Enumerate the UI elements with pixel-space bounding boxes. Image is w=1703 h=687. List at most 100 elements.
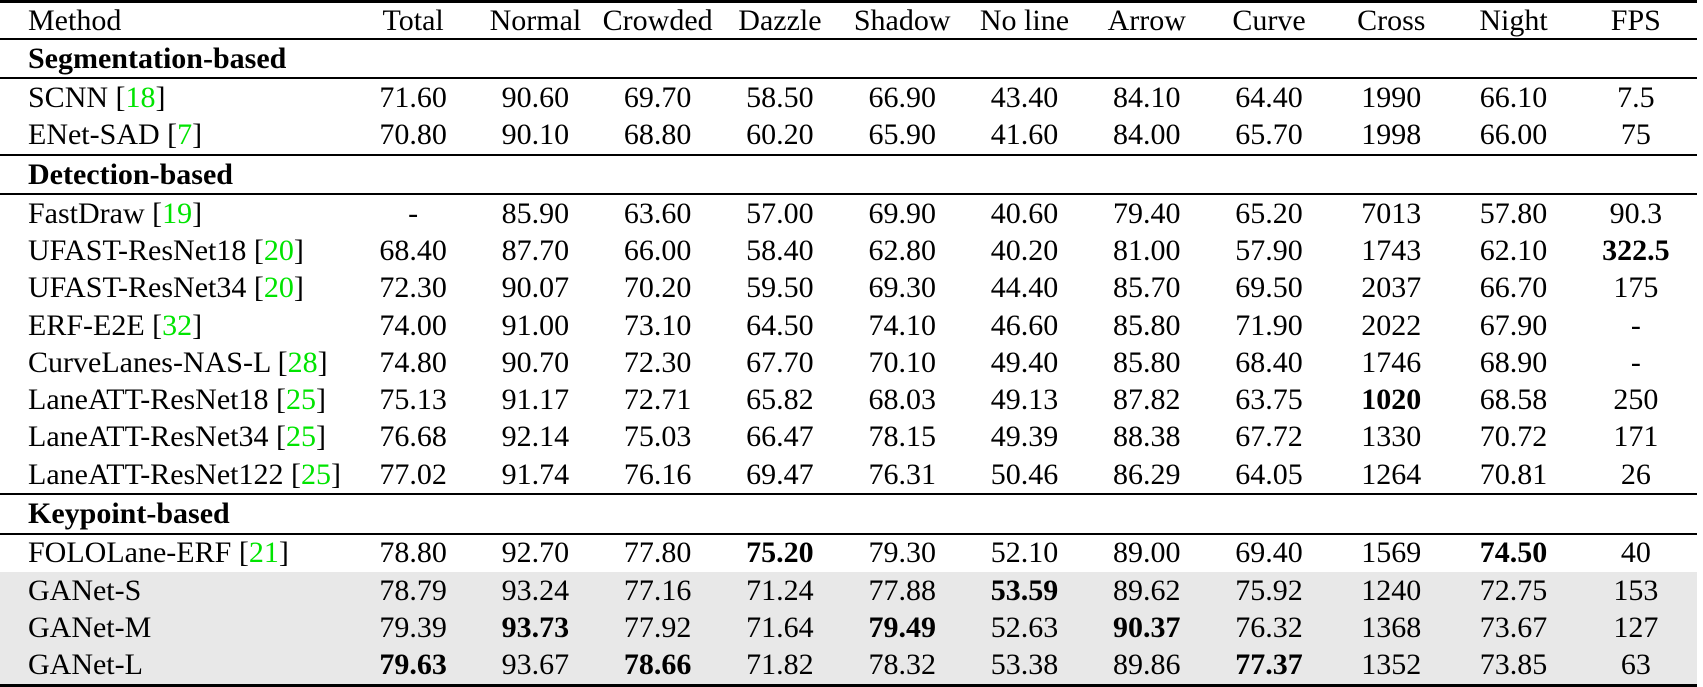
metric-cell-normal: 91.74 <box>501 457 570 491</box>
metric-cell-curve: 69.40 <box>1235 536 1303 570</box>
citation-ref: 19 <box>162 196 193 230</box>
metric-cell-cross: 1330 <box>1361 420 1422 454</box>
metric-cell-total: 74.00 <box>379 308 447 342</box>
metric-cell-fps: - <box>1630 345 1641 379</box>
metric-cell-shadow: 70.10 <box>868 345 936 379</box>
metric-cell-curve: 64.05 <box>1235 457 1303 491</box>
metric-cell-dazzle: 64.50 <box>746 308 814 342</box>
metric-cell-cross: 1569 <box>1361 536 1422 570</box>
metric-cell-fps: 7.5 <box>1617 80 1655 114</box>
method-name: GANet-M <box>28 610 152 644</box>
section-header-label: Detection-based <box>0 153 1697 196</box>
metric-cell-shadow: 65.90 <box>868 118 936 152</box>
metric-cell-night: 68.90 <box>1479 345 1548 379</box>
method-row: UFAST-ResNet18 [20] 68.40 87.70 66.00 58.40 6… <box>0 232 1697 269</box>
citation-ref: 32 <box>162 308 193 342</box>
column-header-shadow: Shadow <box>841 1 964 40</box>
metric-cell-night: 67.90 <box>1479 308 1548 342</box>
metric-cell-crowded: 76.16 <box>623 457 692 491</box>
metric-cell-cross: 1240 <box>1330 571 1453 610</box>
metric-cell-dazzle: 71.82 <box>718 646 842 686</box>
metric-cell-normal: 91.00 <box>501 308 570 342</box>
metric-cell-arrow: 85.80 <box>1112 308 1181 342</box>
metric-cell-cross: 1020 <box>1361 383 1422 417</box>
metric-cell-fps: 175 <box>1613 271 1659 305</box>
metric-cell-total: 77.02 <box>379 457 447 491</box>
citation-ref: 25 <box>286 383 316 417</box>
metric-cell-arrow: 87.82 <box>1112 383 1181 417</box>
metric-cell-normal: 92.14 <box>501 420 570 454</box>
method-row: LaneATT-ResNet34 [25] 76.68 92.14 75.03 66.4… <box>0 419 1697 456</box>
metric-cell-fps: 26 <box>1620 457 1651 491</box>
metric-cell-shadow: 69.30 <box>868 271 936 305</box>
metric-cell-cross: 1990 <box>1361 80 1422 114</box>
method-row: LaneATT-ResNet122 [25] 77.02 91.74 76.16 69.… <box>0 456 1697 494</box>
column-header-method: Method <box>0 1 352 40</box>
metric-cell-arrow: 85.80 <box>1112 345 1181 379</box>
metric-cell-total: 68.40 <box>379 234 447 268</box>
column-header-crowded: Crowded <box>596 1 719 40</box>
method-name: CurveLanes-NAS-L <box>28 345 271 379</box>
method-row: ENet-SAD [7] 70.80 90.10 68.80 60.20 65.90 41.… <box>0 117 1697 155</box>
metric-cell-normal: 93.67 <box>474 646 597 686</box>
metric-cell-cross: 1368 <box>1330 609 1453 647</box>
table-header-row: Method Total Normal Crowded Dazzle Shadow No l… <box>0 1 1697 40</box>
metric-cell-total: 75.13 <box>379 383 447 417</box>
citation-ref: 28 <box>287 345 318 379</box>
method-row: GANet-L 79.63 93.67 78.66 71.82 78.32 53.38 89.… <box>0 646 1697 686</box>
metric-cell-normal: 93.73 <box>474 609 597 647</box>
metric-cell-shadow: 76.31 <box>868 457 936 491</box>
metric-cell-no-line: 40.60 <box>990 196 1059 230</box>
method-name-cell: ENet-SAD [7] <box>28 118 203 152</box>
metric-cell-night: 68.58 <box>1479 383 1548 417</box>
metric-cell-night: 74.50 <box>1479 536 1548 570</box>
metric-cell-arrow: 85.70 <box>1112 271 1181 305</box>
method-name: GANet-L <box>28 648 143 682</box>
method-name-cell: LaneATT-ResNet122 [25] <box>28 457 341 491</box>
method-name: LaneATT-ResNet18 <box>28 383 269 417</box>
metric-cell-normal: 92.70 <box>501 536 570 570</box>
metric-cell-cross: 1746 <box>1361 345 1422 379</box>
metric-cell-curve: 65.20 <box>1235 196 1303 230</box>
column-header-curve: Curve <box>1207 1 1331 40</box>
method-name: SCNN <box>28 80 109 114</box>
metric-cell-crowded: 66.00 <box>623 234 692 268</box>
metric-cell-night: 66.70 <box>1479 271 1548 305</box>
metric-cell-cross: 7013 <box>1361 196 1422 230</box>
metric-cell-total: 71.60 <box>379 80 447 114</box>
metric-cell-dazzle: 58.50 <box>746 80 814 114</box>
metric-cell-normal: 90.70 <box>501 345 570 379</box>
metric-cell-shadow: 74.10 <box>868 308 936 342</box>
metric-cell-night: 57.80 <box>1479 196 1548 230</box>
metric-cell-shadow: 78.32 <box>841 646 964 686</box>
metric-cell-curve: 75.92 <box>1207 571 1331 610</box>
metric-cell-crowded: 63.60 <box>623 196 692 230</box>
metric-cell-no-line: 49.40 <box>990 345 1059 379</box>
method-row: UFAST-ResNet34 [20] 72.30 90.07 70.20 59.50 6… <box>0 270 1697 307</box>
metric-cell-normal: 90.07 <box>501 271 570 305</box>
metric-cell-arrow: 90.37 <box>1085 609 1208 647</box>
metric-cell-dazzle: 65.82 <box>746 383 814 417</box>
metric-cell-dazzle: 66.47 <box>746 420 814 454</box>
metric-cell-curve: 57.90 <box>1235 234 1303 268</box>
metric-cell-no-line: 49.13 <box>990 383 1059 417</box>
metric-cell-no-line: 52.10 <box>990 536 1059 570</box>
metric-cell-fps: 127 <box>1574 609 1697 647</box>
column-header-night: Night <box>1452 1 1575 40</box>
method-row: FOLOLane-ERF [21] 78.80 92.70 77.80 75.20 79.… <box>0 534 1697 572</box>
column-header-cross: Cross <box>1330 1 1453 40</box>
column-header-dazzle: Dazzle <box>718 1 842 40</box>
metric-cell-night: 70.81 <box>1479 457 1548 491</box>
method-name-cell: SCNN [18] <box>28 80 166 114</box>
method-name-cell: UFAST-ResNet34 [20] <box>28 271 304 305</box>
metric-cell-arrow: 86.29 <box>1112 457 1181 491</box>
method-name: LaneATT-ResNet122 <box>28 457 284 491</box>
metric-cell-dazzle: 71.64 <box>718 609 842 647</box>
method-name-cell: GANet-L <box>0 646 352 686</box>
section-header-row: Segmentation-based <box>0 37 1697 80</box>
metric-cell-cross: 1264 <box>1361 457 1422 491</box>
metric-cell-total: 78.79 <box>352 571 475 610</box>
metric-cell-crowded: 70.20 <box>623 271 692 305</box>
metric-cell-cross: 2037 <box>1361 271 1422 305</box>
metric-cell-dazzle: 75.20 <box>746 536 814 570</box>
